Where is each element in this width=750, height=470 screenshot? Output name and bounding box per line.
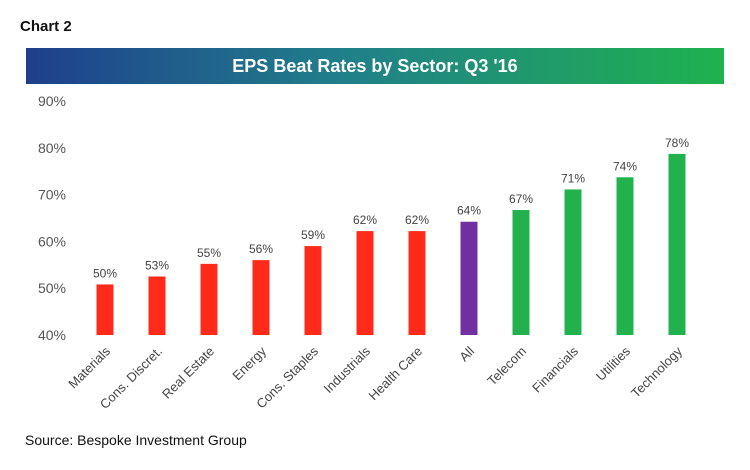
data-label: 64% bbox=[457, 204, 481, 218]
title-banner: EPS Beat Rates by Sector: Q3 '16 bbox=[26, 48, 724, 84]
bar bbox=[148, 276, 166, 335]
y-tick-label: 70% bbox=[38, 187, 66, 203]
chart-title: EPS Beat Rates by Sector: Q3 '16 bbox=[232, 55, 518, 76]
data-label: 78% bbox=[665, 136, 689, 150]
bar bbox=[200, 263, 218, 335]
data-label: 53% bbox=[145, 259, 169, 273]
data-label: 62% bbox=[405, 213, 429, 227]
bar bbox=[408, 231, 426, 335]
x-tick-label: Technology bbox=[628, 343, 685, 400]
bar bbox=[616, 177, 634, 335]
data-label: 55% bbox=[197, 246, 221, 260]
x-tick-label: Materials bbox=[65, 343, 113, 391]
y-tick-label: 50% bbox=[38, 280, 66, 296]
bar bbox=[564, 189, 582, 335]
bar bbox=[512, 210, 530, 335]
x-tick-label: Real Estate bbox=[159, 344, 217, 402]
bar bbox=[96, 284, 114, 335]
x-tick-label: Utilities bbox=[593, 343, 634, 384]
x-tick-label: Energy bbox=[229, 343, 269, 383]
x-tick-label: Industrials bbox=[321, 343, 374, 396]
x-tick-label: Financials bbox=[529, 343, 581, 395]
data-label: 59% bbox=[301, 228, 325, 242]
data-label: 74% bbox=[613, 159, 637, 173]
bar bbox=[304, 246, 322, 335]
bar bbox=[252, 260, 270, 335]
bar bbox=[356, 231, 374, 335]
y-tick-label: 80% bbox=[38, 140, 66, 156]
data-label: 71% bbox=[561, 171, 585, 185]
data-label: 67% bbox=[509, 192, 533, 206]
y-tick-label: 40% bbox=[38, 327, 66, 343]
bar bbox=[460, 221, 478, 335]
bar bbox=[668, 153, 686, 335]
data-label: 62% bbox=[353, 213, 377, 227]
chart-number-label: Chart 2 bbox=[20, 18, 72, 35]
source-note: Source: Bespoke Investment Group bbox=[25, 432, 247, 448]
x-tick-label: Telecom bbox=[484, 344, 529, 389]
data-label: 50% bbox=[93, 266, 117, 280]
x-tick-label: Health Care bbox=[365, 344, 425, 404]
data-label: 56% bbox=[249, 242, 273, 256]
y-tick-label: 60% bbox=[38, 233, 66, 249]
y-tick-label: 90% bbox=[38, 93, 66, 109]
x-tick-label: All bbox=[456, 343, 477, 364]
